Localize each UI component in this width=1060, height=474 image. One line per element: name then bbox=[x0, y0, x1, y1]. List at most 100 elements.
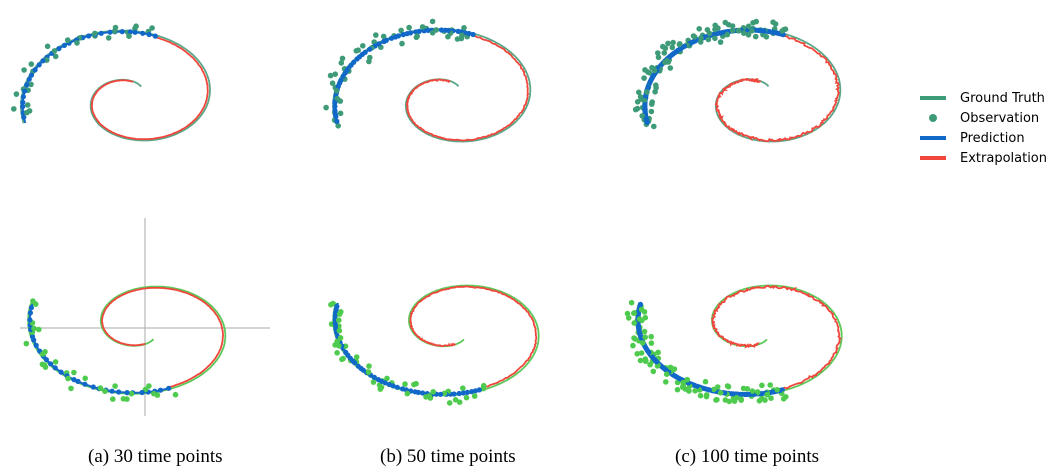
panel-4-prediction-point bbox=[52, 365, 58, 371]
panel-1-observation-point bbox=[44, 43, 51, 50]
observation-swatch bbox=[918, 111, 948, 125]
panel-6-observation-point bbox=[631, 310, 638, 316]
panel-5-observation-point bbox=[423, 394, 429, 400]
panel-2-prediction-point bbox=[425, 27, 431, 33]
legend-entry-extrapolation: Extrapolation bbox=[918, 148, 1047, 168]
panel-6-observation-point bbox=[674, 386, 681, 393]
panel-5-prediction-line bbox=[334, 302, 481, 396]
panel-1-observation-point bbox=[24, 102, 31, 108]
panel-3-observation-point bbox=[655, 50, 661, 56]
panel-5-prediction-point bbox=[460, 390, 466, 396]
panel-3-observation-point bbox=[667, 65, 674, 71]
panel-3-observation-point bbox=[697, 39, 704, 45]
panel-5-prediction-point bbox=[456, 390, 462, 397]
panel-6-ground-truth-line bbox=[635, 284, 843, 397]
panel-1-prediction-point bbox=[20, 94, 26, 100]
panel-2-observation-point bbox=[339, 55, 346, 62]
panel-1-prediction-point bbox=[21, 114, 27, 120]
panel-2-prediction-point bbox=[413, 29, 419, 35]
panel-2-observation-point bbox=[333, 88, 340, 94]
panel-6-observation-point bbox=[738, 396, 744, 403]
panel-3-observation-point bbox=[644, 89, 650, 95]
panel-1-observation-point bbox=[74, 40, 80, 46]
panel-2-prediction-point bbox=[354, 56, 360, 62]
panel-2-observation-point bbox=[399, 40, 405, 47]
panel-2-prediction-point bbox=[381, 38, 387, 45]
panel-3-observation-point bbox=[741, 30, 747, 36]
panel-6-prediction-line bbox=[637, 302, 784, 396]
panel-4-prediction-point bbox=[58, 369, 64, 375]
prediction-swatch bbox=[918, 131, 948, 145]
panel-3-observation-point bbox=[641, 97, 648, 104]
panel-6-observation-point bbox=[667, 364, 674, 371]
panel-2-observation-point bbox=[454, 36, 461, 42]
panel-1-prediction-point bbox=[140, 30, 146, 36]
panel-5-observation-point bbox=[456, 399, 463, 406]
panel-2-prediction-point bbox=[333, 114, 339, 120]
panel-5-prediction-point bbox=[375, 377, 381, 383]
panel-3-observation-point bbox=[642, 67, 648, 73]
panel-4-observation-point bbox=[68, 385, 74, 392]
panel-5-observation-point bbox=[353, 354, 360, 360]
panel-6-observation-point bbox=[774, 387, 780, 393]
panel-3-observation-point bbox=[722, 19, 729, 26]
panel-3-observation-point bbox=[676, 41, 683, 48]
panel-6-observation-point bbox=[636, 316, 643, 322]
panel-2-prediction-point bbox=[466, 30, 472, 37]
panel-5-observation-point bbox=[339, 356, 345, 363]
panel-5-observation-point bbox=[365, 369, 372, 375]
panel-6-observation-point bbox=[663, 379, 669, 385]
caption-c: (c) 100 time points bbox=[675, 446, 820, 467]
panel-6-observation-point bbox=[702, 378, 709, 385]
panel-1-prediction-point bbox=[132, 29, 138, 35]
panel-6-observation-point bbox=[692, 388, 698, 394]
panel-5-observation-point bbox=[460, 385, 466, 392]
panel-5-observation-point bbox=[452, 397, 459, 403]
panel-1-prediction-point bbox=[20, 104, 26, 110]
panel-1-prediction-point bbox=[98, 30, 104, 36]
extrapolation-swatch bbox=[918, 151, 948, 165]
panel-6-observation-point bbox=[632, 336, 638, 342]
panel-6-observation-point bbox=[759, 382, 765, 389]
panel-4-prediction-point bbox=[109, 388, 115, 394]
panel-4-observation-point bbox=[30, 298, 36, 304]
panel-6-observation-point bbox=[711, 386, 717, 393]
panel-2-prediction-point bbox=[455, 28, 461, 34]
panel-6-observation-point bbox=[642, 334, 648, 341]
panel-5-prediction-point bbox=[386, 381, 392, 388]
legend-entry-prediction: Prediction bbox=[918, 128, 1047, 148]
panel-2-extrapolation-line bbox=[405, 34, 530, 142]
ground-truth-swatch bbox=[918, 91, 948, 105]
panel-2-observation-point bbox=[337, 110, 344, 117]
panel-6-observation-point bbox=[703, 392, 710, 398]
panel-3-observation-point bbox=[735, 27, 742, 34]
panel-3-observation-point bbox=[636, 89, 642, 96]
panel-2-prediction-point bbox=[340, 73, 346, 79]
panel-5-prediction-point bbox=[394, 384, 400, 390]
panel-4-prediction-point bbox=[71, 377, 77, 383]
panel-1-observation-point bbox=[111, 28, 118, 35]
panel-4-extrapolation-line bbox=[101, 286, 224, 389]
panel-1-observation-point bbox=[28, 61, 35, 67]
panel-3-observation-point bbox=[669, 44, 676, 51]
panel-5-observation-point bbox=[463, 394, 470, 401]
panel-5-prediction-point bbox=[355, 363, 361, 369]
panel-3-observation-point bbox=[750, 20, 756, 26]
panel-3-observation-point bbox=[651, 67, 658, 74]
panel-2-observation-point bbox=[461, 25, 467, 31]
panel-6-observation-point bbox=[722, 397, 729, 403]
panel-6-observation-point bbox=[754, 389, 761, 395]
panel-3-observation-point bbox=[646, 69, 653, 76]
panel-3-observation-point bbox=[724, 31, 731, 38]
panel-3-observation-point bbox=[696, 26, 702, 32]
panel-2-prediction-point bbox=[442, 27, 448, 33]
panel-1-prediction-point bbox=[127, 29, 133, 35]
panel-5-observation-point bbox=[337, 335, 344, 341]
panel-1-observation-point bbox=[24, 109, 30, 116]
panel-6-observation-point bbox=[642, 356, 649, 362]
panel-1-prediction-point bbox=[119, 29, 125, 35]
panel-4-observation-point bbox=[82, 375, 88, 382]
panel-2-observation-point bbox=[329, 80, 336, 86]
panel-1-observation-point bbox=[11, 106, 17, 112]
panel-5-observation-point bbox=[404, 390, 411, 397]
